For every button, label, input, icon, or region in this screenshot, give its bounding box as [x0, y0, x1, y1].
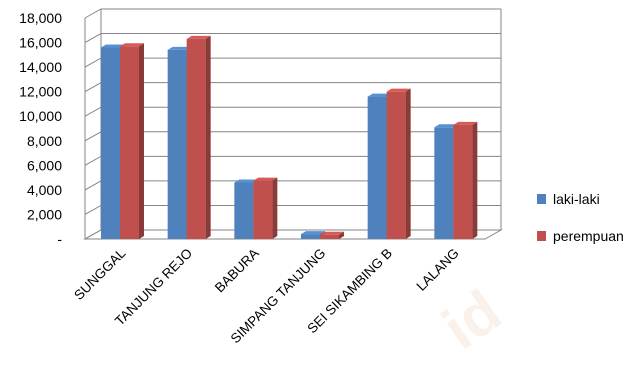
bar-perempuan [320, 231, 344, 239]
bar-front [120, 46, 139, 239]
y-tick-label: 2,000 [27, 206, 62, 222]
y-tick-label: 10,000 [19, 108, 62, 124]
gridline [84, 33, 501, 43]
bar-front [320, 234, 339, 239]
legend-swatch [537, 231, 546, 241]
bar-top [186, 35, 211, 39]
bar-top [253, 177, 278, 181]
bar-side [472, 121, 478, 239]
bar-front [186, 38, 206, 239]
bar-side [139, 43, 144, 239]
y-tick-label: 18,000 [19, 10, 62, 26]
bar-front [453, 124, 473, 239]
gridline [84, 57, 501, 68]
legend-swatch [537, 194, 546, 204]
bar-side [205, 35, 211, 239]
bar-perempuan [253, 177, 278, 239]
bar-front [301, 234, 320, 239]
bar-perempuan [186, 35, 211, 239]
bar-top [320, 231, 344, 235]
x-category-label: SUNGGAL [71, 245, 129, 303]
y-axis-ticks: - 2,000 4,000 6,000 8,000 10,000 12,000 14,000 1… [19, 10, 62, 247]
gridline [84, 8, 501, 19]
bar-top [301, 231, 325, 235]
bar-side [272, 177, 278, 239]
bar-front [234, 182, 254, 239]
bar-front [167, 49, 187, 239]
bar-front [253, 180, 273, 239]
gridline [84, 82, 501, 93]
bar-top [167, 46, 192, 50]
bar-top [234, 179, 259, 183]
y-tick-label: - [57, 231, 62, 247]
bar-side [339, 231, 344, 239]
bar-side [405, 88, 411, 240]
chart-bars [101, 35, 478, 240]
bar-top [453, 121, 478, 125]
bar-front [367, 96, 387, 239]
x-category-label: LALANG [414, 246, 462, 294]
bar-perempuan [386, 88, 411, 240]
gridline [84, 106, 501, 117]
bar-front [434, 127, 454, 239]
bar-perempuan [453, 121, 478, 239]
bar-perempuan [120, 43, 144, 239]
bar-top [386, 88, 411, 92]
y-tick-label: 14,000 [19, 59, 62, 75]
y-tick-label: 6,000 [27, 157, 62, 173]
bar-front [101, 47, 120, 239]
legend: laki-laki perempuan [537, 191, 624, 244]
y-tick-label: 12,000 [19, 84, 62, 100]
y-tick-label: 4,000 [27, 182, 62, 198]
bar-top [367, 93, 392, 97]
y-tick-label: 16,000 [19, 35, 62, 51]
legend-label: perempuan [553, 228, 624, 244]
bar-top [434, 124, 459, 128]
legend-label: laki-laki [553, 191, 600, 207]
x-category-label: BABURA [212, 246, 262, 296]
y-tick-label: 8,000 [27, 133, 62, 149]
bar-front [386, 91, 406, 240]
bar-top [101, 44, 125, 48]
bar-top [120, 43, 144, 47]
